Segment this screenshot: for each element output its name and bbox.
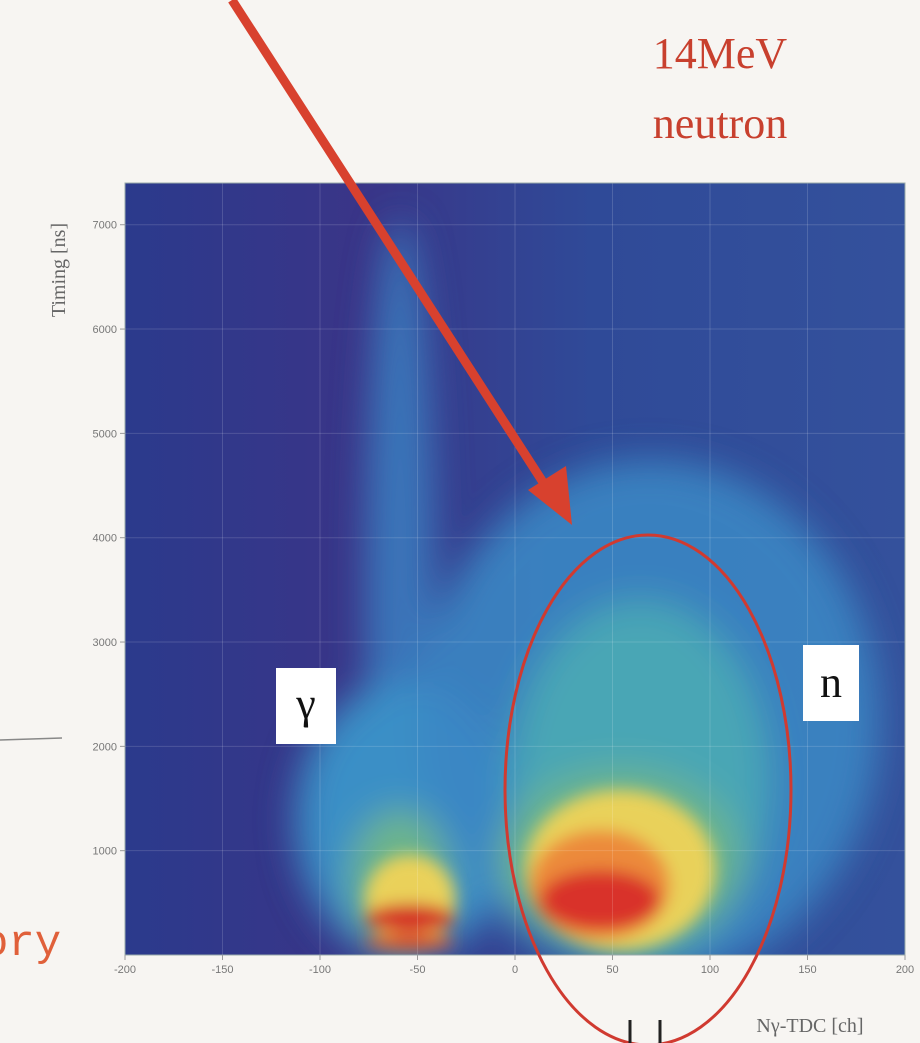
heatmap	[125, 183, 905, 955]
annotation: 14MeV	[653, 29, 788, 78]
x-tick-label: -100	[309, 964, 331, 976]
y-tick-label: 3000	[93, 637, 117, 649]
label-box	[803, 645, 859, 721]
x-tick-label: -150	[211, 964, 233, 976]
x-tick-label: 150	[798, 964, 816, 976]
y-tick-label: 6000	[93, 324, 117, 336]
y-tick-label: 5000	[93, 428, 117, 440]
x-tick-label: -200	[114, 964, 136, 976]
annotation: n	[820, 658, 842, 707]
label-box	[276, 668, 336, 744]
arrow-head	[528, 466, 572, 525]
y-tick-label: 7000	[93, 220, 117, 232]
annotation: γ	[295, 679, 315, 728]
intensity-core	[365, 790, 715, 950]
x-tick-label: 50	[606, 964, 618, 976]
y-tick-label: 4000	[93, 533, 117, 545]
x-axis-label: Nγ-TDC [ch]	[756, 1015, 863, 1037]
stray-line	[0, 737, 63, 741]
annotation: ory	[0, 919, 61, 969]
x-tick-label: -50	[410, 964, 426, 976]
x-tick-label: 0	[512, 964, 518, 976]
y-axis-label: Timing [ns]	[48, 223, 70, 317]
highlight-ellipse	[503, 533, 793, 1043]
annotation: neutron	[653, 99, 787, 148]
x-tick-label: 100	[701, 964, 719, 976]
y-tick-label: 2000	[93, 741, 117, 753]
arrow	[228, 0, 552, 493]
x-tick-label: 200	[896, 964, 914, 976]
y-tick-label: 1000	[93, 846, 117, 858]
